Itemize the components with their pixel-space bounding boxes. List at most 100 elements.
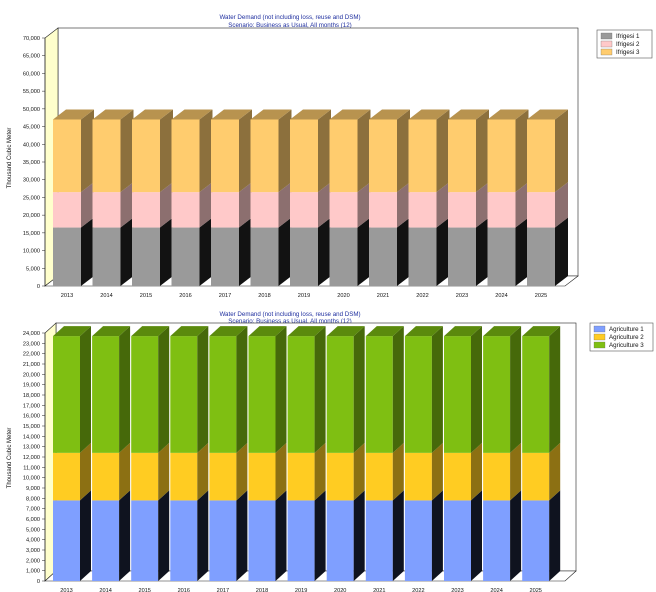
bar-top (487, 109, 529, 120)
bar-front (527, 227, 555, 286)
bar-side (80, 490, 91, 581)
y-tick-label: 18,000 (23, 393, 40, 399)
y-tick-label: 35,000 (23, 160, 40, 166)
legend-label: Ifrigesi 1 (616, 33, 640, 40)
y-tick-label: 14,000 (23, 434, 40, 440)
bar-segment-agriculture-3-2024 (483, 326, 522, 453)
bar-front (527, 192, 555, 228)
bar-front (53, 119, 81, 193)
y-tick-label: 50,000 (23, 107, 40, 113)
bar-side (158, 490, 170, 581)
bar-front (448, 192, 476, 228)
bar-side (555, 217, 568, 286)
legend-swatch (600, 40, 613, 48)
bar-front (483, 500, 511, 581)
bar-segment-ifrigesi-3-2021 (369, 109, 410, 193)
bar-front (365, 336, 393, 453)
bar-segment-ifrigesi-2-2020 (329, 182, 371, 228)
y-tick-label: 10,000 (23, 249, 40, 255)
bar-front (487, 227, 516, 286)
bar-front (404, 336, 432, 453)
bar-front (522, 500, 550, 581)
bar-segment-ifrigesi-1-2023 (448, 217, 489, 286)
x-tick-label: 2019 (295, 588, 307, 592)
y-tick-label: 17,000 (23, 403, 40, 409)
bar-side (158, 326, 170, 453)
bar-front (408, 192, 437, 228)
bar-segment-agriculture-3-2016 (170, 326, 209, 453)
x-tick-label: 2016 (178, 588, 190, 592)
bar-segment-agriculture-1-2024 (483, 490, 522, 581)
bar-top (287, 326, 326, 337)
bar-front (369, 227, 397, 286)
bar-side (314, 326, 326, 453)
bar-front (290, 192, 318, 228)
bar-segment-ifrigesi-3-2013 (53, 109, 94, 193)
bar-side (436, 109, 450, 193)
bar-top (329, 109, 371, 120)
chart-subtitle: Scenario: Business as Usual, All months … (228, 318, 351, 325)
bar-top (483, 326, 522, 337)
bar-segment-agriculture-1-2022 (404, 490, 443, 581)
bar-side (314, 442, 326, 501)
bar-side (436, 182, 450, 228)
bar-side (120, 109, 134, 193)
bar-front (250, 119, 279, 193)
bar-side (236, 490, 248, 581)
bar-top (92, 326, 131, 337)
bar-side (510, 490, 522, 581)
bar-segment-agriculture-1-2021 (365, 490, 404, 581)
bar-top (250, 109, 292, 120)
bar-front (326, 452, 354, 501)
y-axis-label: Thousand Cubic Meter (7, 428, 13, 489)
bar-side (397, 182, 410, 228)
bar-segment-agriculture-2-2017 (209, 442, 248, 501)
bar-segment-agriculture-3-2018 (248, 326, 287, 453)
y-tick-label: 45,000 (23, 125, 40, 131)
y-tick-label: 21,000 (23, 362, 40, 368)
bar-top (53, 326, 91, 337)
bar-segment-agriculture-2-2022 (404, 442, 443, 501)
bar-segment-ifrigesi-3-2018 (250, 109, 292, 193)
bar-side (160, 109, 173, 193)
bar-front (211, 119, 239, 193)
bar-front (250, 227, 279, 286)
bar-side (353, 490, 365, 581)
bar-segment-ifrigesi-1-2017 (211, 217, 252, 286)
bar-segment-ifrigesi-3-2020 (329, 109, 371, 193)
bar-front (444, 500, 471, 581)
bar-side (476, 109, 489, 193)
bar-side (199, 109, 213, 193)
bar-front (248, 336, 276, 453)
bar-segment-agriculture-3-2021 (365, 326, 404, 453)
bar-side (515, 182, 529, 228)
bar-front (483, 336, 511, 453)
bar-side (160, 182, 173, 228)
bar-front (527, 119, 555, 193)
bar-side (476, 217, 489, 286)
bar-side (236, 442, 248, 501)
demand-chart-top: Water Demand (not including loss, reuse … (7, 14, 653, 299)
bar-front (92, 336, 120, 453)
bar-top (132, 109, 173, 120)
bar-front (92, 452, 120, 501)
bar-front (365, 500, 393, 581)
bar-segment-ifrigesi-3-2024 (487, 109, 529, 193)
x-tick-label: 2017 (217, 588, 229, 592)
x-tick-label: 2021 (373, 588, 385, 592)
bar-segment-ifrigesi-3-2014 (92, 109, 134, 193)
bar-front (53, 192, 81, 228)
bar-top (92, 109, 134, 120)
bar-segment-agriculture-1-2023 (444, 490, 482, 581)
x-tick-label: 2017 (219, 293, 231, 299)
bar-side (515, 217, 529, 286)
bar-segment-ifrigesi-3-2019 (290, 109, 331, 193)
bar-front (290, 119, 318, 193)
x-tick-label: 2013 (61, 293, 73, 299)
bar-side (199, 217, 213, 286)
bar-front (329, 227, 358, 286)
bar-segment-agriculture-2-2024 (483, 442, 522, 501)
bar-segment-agriculture-3-2020 (326, 326, 365, 453)
bar-front (287, 500, 315, 581)
